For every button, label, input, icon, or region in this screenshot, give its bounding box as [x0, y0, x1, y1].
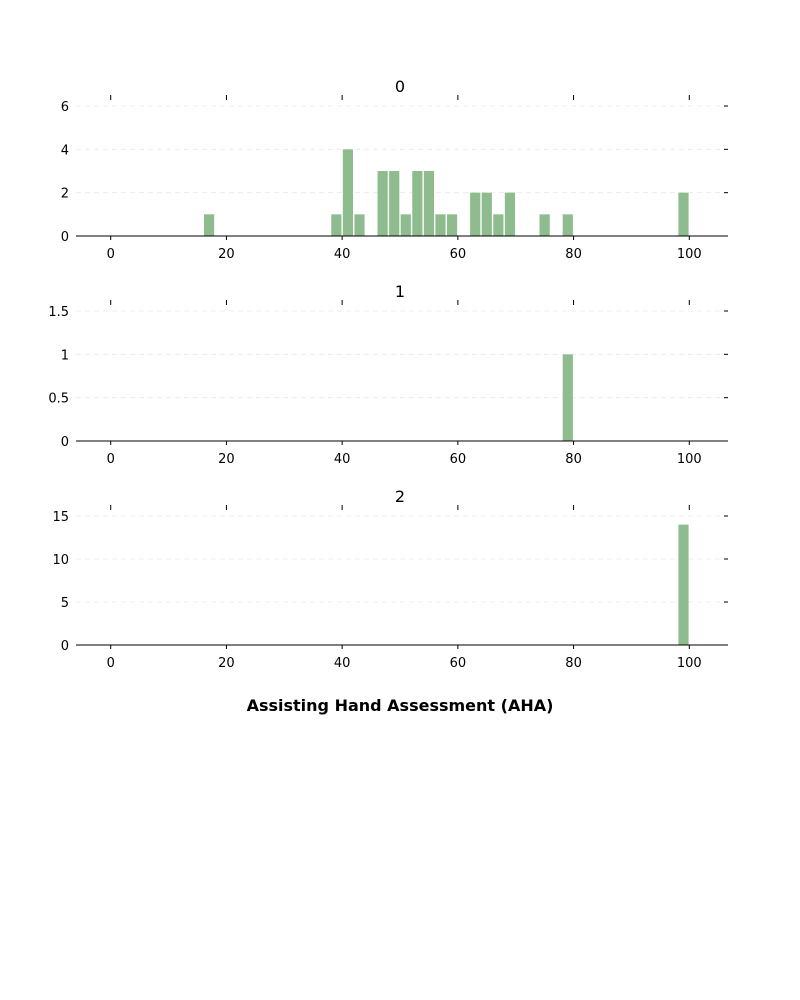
y-tick-label: 5: [61, 596, 69, 611]
bar: [562, 214, 573, 236]
x-tick-label: 0: [107, 247, 115, 262]
bar: [678, 192, 689, 236]
x-tick-label: 20: [218, 452, 235, 467]
bar: [504, 192, 516, 236]
x-tick-label: 40: [334, 656, 351, 671]
bar: [400, 214, 411, 236]
y-tick-label: 0: [61, 230, 69, 245]
x-tick-label: 100: [677, 656, 702, 671]
x-tick-label: 60: [450, 247, 467, 262]
x-tick-label: 40: [334, 247, 351, 262]
bar: [423, 171, 435, 236]
x-tick-label: 60: [450, 656, 467, 671]
y-tick-label: 4: [61, 143, 69, 158]
bar: [412, 171, 423, 236]
y-tick-label: 0: [61, 639, 69, 654]
bar: [342, 149, 354, 236]
x-tick-label: 20: [218, 656, 235, 671]
y-tick-label: 0.5: [48, 392, 69, 407]
x-tick-label: 0: [107, 656, 115, 671]
x-axis-label: Assisting Hand Assessment (AHA): [247, 696, 554, 715]
bar: [435, 214, 446, 236]
x-tick-label: 100: [677, 247, 702, 262]
y-tick-label: 1.5: [48, 305, 69, 320]
y-tick-label: 2: [61, 187, 69, 202]
bar: [481, 192, 492, 236]
panel-title: 1: [395, 282, 405, 301]
bar: [354, 214, 365, 236]
panel-title: 2: [395, 487, 405, 506]
x-tick-label: 40: [334, 452, 351, 467]
bar: [562, 354, 573, 441]
x-tick-label: 0: [107, 452, 115, 467]
y-tick-label: 1: [61, 348, 69, 363]
panel-1: 0 20 40 60 80 100 0 0.5 1 1.5 1: [48, 282, 728, 467]
bar: [203, 214, 215, 236]
x-tick-label: 60: [450, 452, 467, 467]
bar: [331, 214, 342, 236]
bar: [389, 171, 400, 236]
bar: [377, 171, 388, 236]
y-tick-label: 6: [61, 100, 69, 115]
y-tick-label: 10: [52, 553, 69, 568]
y-tick-label: 0: [61, 435, 69, 450]
x-tick-label: 80: [565, 656, 582, 671]
bar: [446, 214, 458, 236]
bar: [678, 524, 689, 645]
x-tick-label: 20: [218, 247, 235, 262]
x-tick-label: 100: [677, 452, 702, 467]
x-tick-label: 80: [565, 452, 582, 467]
bar: [493, 214, 504, 236]
x-tick-label: 80: [565, 247, 582, 262]
panel-2: 0 20 40 60 80 100 0 5 10 15 2: [52, 487, 728, 671]
y-tick-label: 15: [52, 510, 69, 525]
bar: [470, 192, 481, 236]
bar: [539, 214, 550, 236]
panel-title: 0: [395, 77, 405, 96]
